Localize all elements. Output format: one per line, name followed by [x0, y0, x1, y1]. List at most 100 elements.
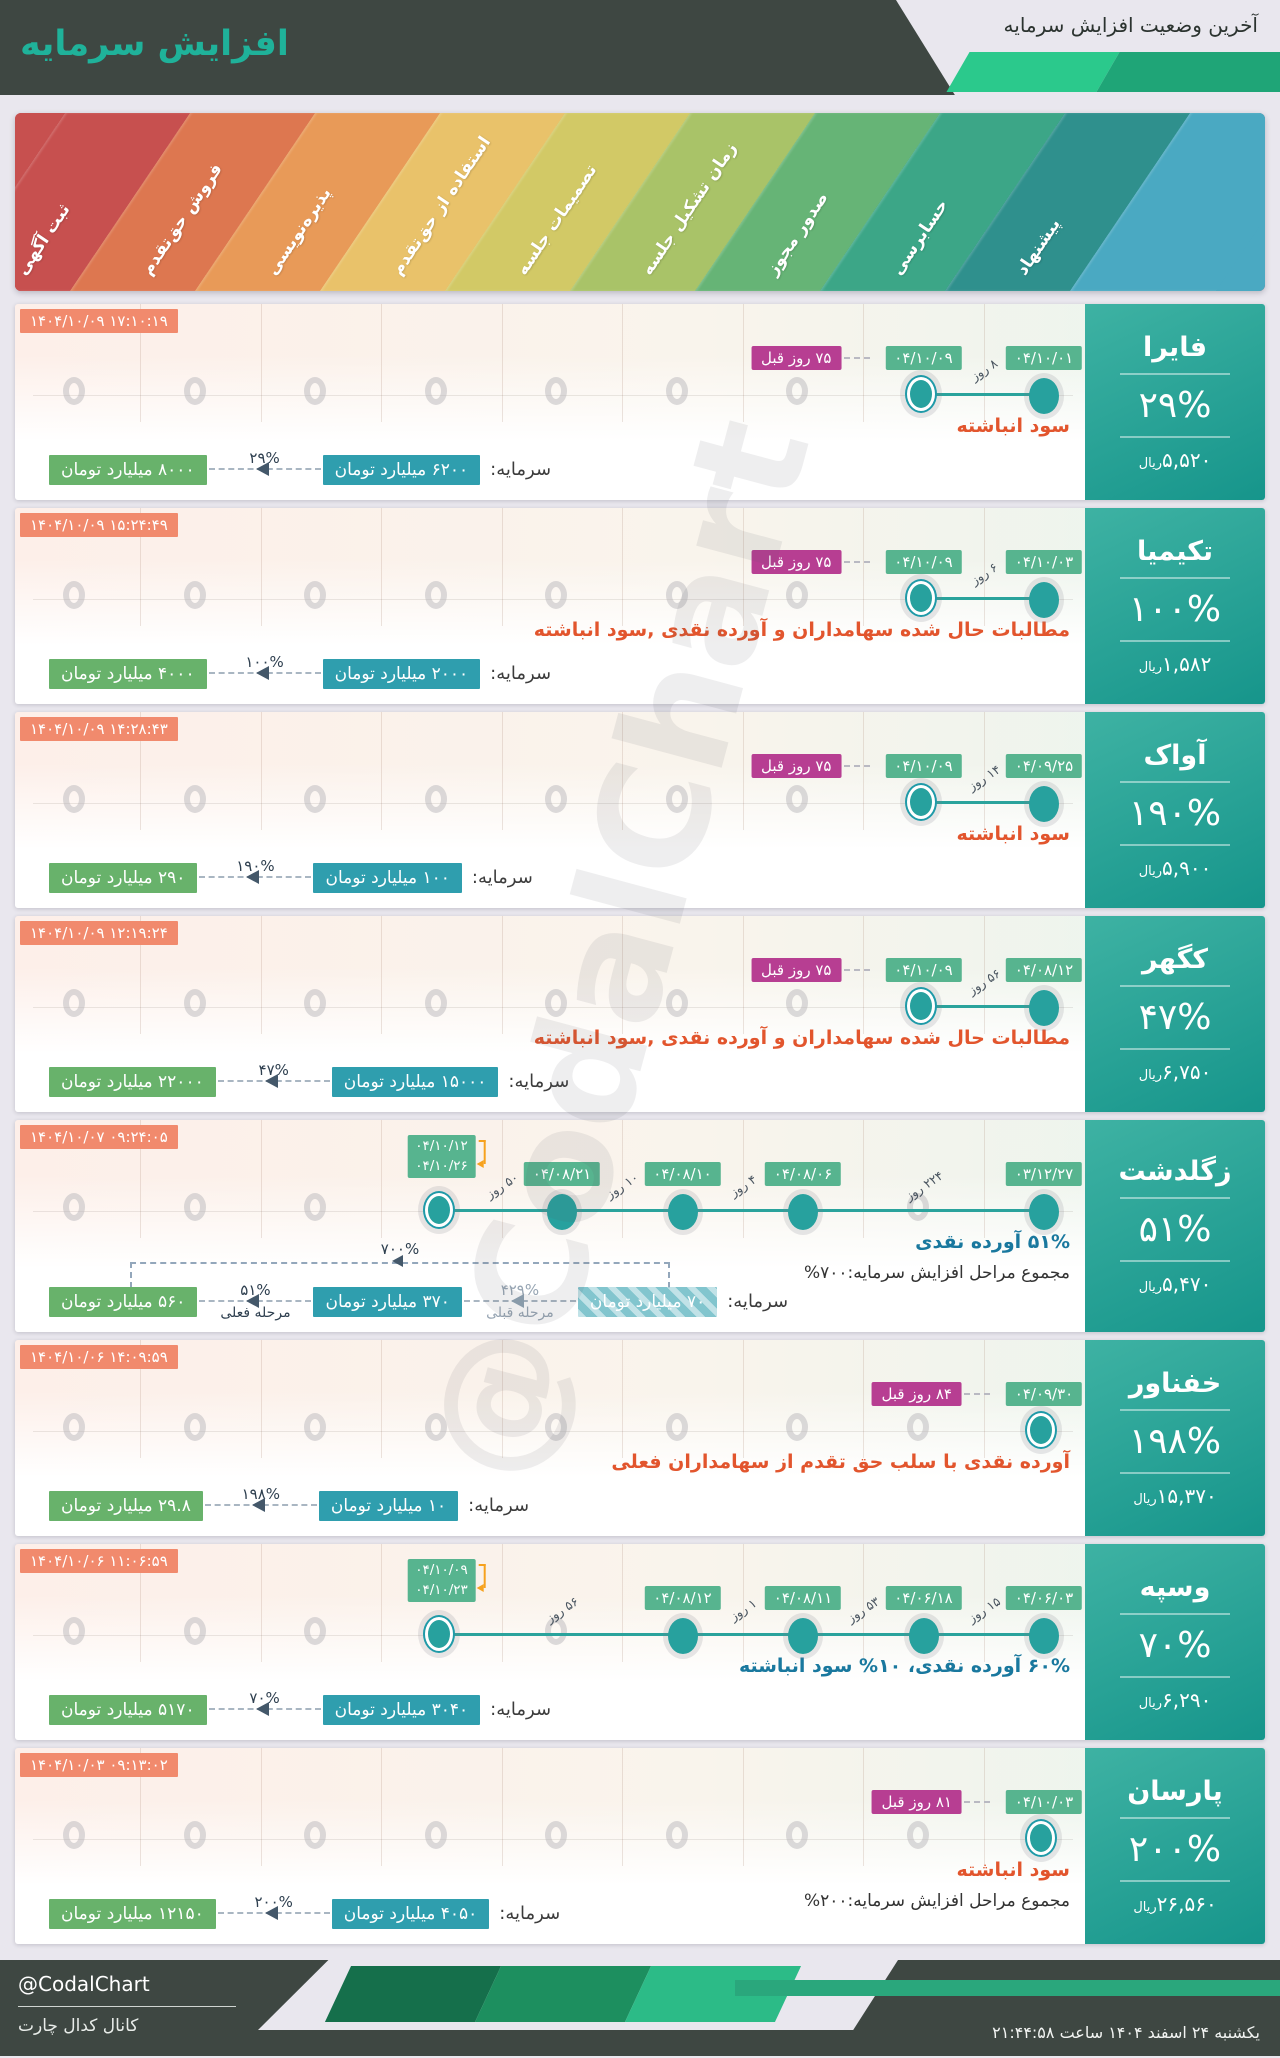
timeline-ghost-dot — [424, 377, 447, 405]
card-divider — [1120, 1817, 1230, 1819]
days-ago-dashed-connector — [843, 765, 870, 767]
timeline-ghost-dot — [63, 785, 85, 813]
capital-line: سرمایه: ۷۰ میلیارد تومان ۴۲۹% مرحله قبلی ۳۷۰… — [49, 1281, 788, 1322]
capital-label: سرمایه: — [468, 1495, 530, 1516]
column-separator-line — [501, 712, 503, 830]
capital-arrow-shaft — [208, 1702, 321, 1716]
capital-percent-label: ۲۰۰% — [254, 1893, 293, 1911]
row-timestamp-badge: ۱۴۰۴/۱۰/۰۹ ۱۷:۱۰:۱۹ — [20, 309, 178, 333]
company-card: تکیمیا ۱۰۰% ۱,۵۸۲ریال — [1085, 508, 1265, 704]
capital-old-badge: ۱۵۰۰۰ میلیارد تومان — [331, 1066, 499, 1097]
event-date-badge: ۰۴/۰۸/۰۶ — [764, 1162, 842, 1186]
event-date-badge: ۰۴/۰۸/۱۱ — [764, 1586, 842, 1610]
price-rial: ۲۶,۵۶۰ریال — [1133, 1892, 1216, 1916]
funding-method-text: ۶۰% آورده نقدی، ۱۰% سود انباشته — [738, 1655, 1070, 1677]
timeline-dot — [667, 1618, 698, 1654]
capital-line: سرمایه: ۶۲۰۰ میلیارد تومان ۲۹% ۸۰۰۰ میلیار… — [49, 449, 551, 490]
event-date-badge: ۰۴/۰۸/۲۱ — [523, 1162, 601, 1186]
green-parallelogram — [1096, 52, 1280, 92]
company-card: خفناور ۱۹۸% ۱۵,۳۷۰ریال — [1085, 1340, 1265, 1536]
timeline-ghost-dot — [183, 1193, 206, 1221]
increase-percent: ۱۰۰% — [1128, 589, 1222, 630]
event-date-badge: ۰۴/۱۰/۱۲ ۰۴/۱۰/۲۶ — [407, 1135, 486, 1179]
timeline-layer: ۵۶ روز ۰۴/۰۸/۱۲ ۰۴/۱۰/۰۹ ۷۵ روز قبل — [15, 916, 1085, 1112]
event-date: ۰۴/۱۰/۲۶ — [415, 1157, 468, 1174]
event-date-badge: ۰۴/۰۶/۱۸ — [885, 1586, 962, 1610]
days-ago-badge: ۸۴ روز قبل — [871, 1382, 962, 1406]
column-separator-line — [983, 712, 985, 830]
capital-base-badge: ۷۰ میلیارد تومان — [578, 1287, 717, 1317]
funding-method-text: سود انباشته — [956, 1859, 1070, 1881]
column-separator-line — [742, 1340, 744, 1458]
column-separator-line — [622, 1340, 624, 1458]
row-timestamp-badge: ۱۴۰۴/۱۰/۰۹ ۱۲:۱۹:۲۴ — [20, 921, 178, 945]
price-number: ۵,۹۰۰ — [1162, 856, 1212, 880]
timeline-current-dot — [424, 1617, 453, 1651]
timeline-dot — [788, 1618, 818, 1654]
company-name: خفناور — [1128, 1368, 1222, 1399]
capital-label: سرمایه: — [471, 867, 533, 888]
event-date-badge: ۰۴/۱۰/۰۳ — [1005, 1790, 1083, 1814]
timeline-ghost-dot — [183, 1821, 206, 1849]
capital-arrow: ۴۲۹% مرحله قبلی — [463, 1281, 576, 1322]
capital-total-percent: ۷۰۰% — [380, 1240, 420, 1258]
capital-old-badge: ۱۰ میلیارد تومان — [318, 1490, 459, 1521]
column-separator-line — [501, 304, 503, 422]
timeline-ghost-dot — [183, 377, 206, 405]
timeline-ghost-dot — [304, 1413, 326, 1441]
timeline-ghost-dot — [183, 1413, 206, 1441]
capital-new-badge: ۴۰۰۰ میلیارد تومان — [49, 658, 207, 689]
gap-days-label: ۵۶ روز — [964, 965, 1003, 998]
card-divider — [1120, 436, 1230, 438]
timeline-ghost-dot — [786, 785, 808, 813]
timeline-ghost-dot — [304, 581, 326, 609]
column-separator-line — [983, 1340, 985, 1458]
capital-label: سرمایه: — [490, 459, 552, 480]
timeline-ghost-dot — [786, 581, 808, 609]
timeline-connector — [923, 801, 1044, 804]
event-date-badge: ۰۴/۱۰/۰۹ ۰۴/۱۰/۲۳ — [407, 1559, 486, 1603]
left-arrowhead-icon — [251, 1498, 265, 1512]
capital-arrow-shaft — [208, 666, 321, 680]
capital-arrow-caption: مرحله قبلی — [486, 1305, 554, 1321]
days-ago-badge: ۷۵ روز قبل — [751, 958, 842, 982]
company-card: آواک ۱۹۰% ۵,۹۰۰ریال — [1085, 712, 1265, 908]
price-rial: ۵,۴۷۰ریال — [1139, 1272, 1212, 1296]
timeline-layer: ۶ روز ۰۴/۱۰/۰۳ ۰۴/۱۰/۰۹ ۷۵ روز قبل — [15, 508, 1085, 704]
card-divider — [1120, 985, 1230, 987]
page-header: افزایش سرمایه آخرین وضعیت افزایش سرمایه — [0, 0, 1280, 95]
column-separator-line — [501, 1544, 503, 1662]
increase-percent: ۱۹۰% — [1128, 793, 1222, 834]
timeline-dot — [1029, 1194, 1059, 1230]
timeline-current-dot — [1027, 1821, 1055, 1855]
column-separator-line — [983, 1748, 985, 1866]
capital-total-bracket — [130, 1255, 670, 1288]
timeline-connector — [682, 1209, 803, 1212]
timeline-ghost-dot — [424, 1413, 447, 1441]
timeline-layer: ۰۴/۰۹/۳۰ ۸۴ روز قبل — [15, 1340, 1085, 1536]
price-number: ۶,۲۹۰ — [1162, 1688, 1212, 1712]
increase-percent: ۱۹۸% — [1128, 1421, 1222, 1462]
timeline-ghost-dot — [304, 377, 326, 405]
stage-band: ثبت آگهی فروش حق‌تقدم پذیره‌نویسی استفاده ا… — [15, 113, 1265, 291]
left-arrowhead-icon — [246, 870, 260, 884]
column-separator-line — [260, 508, 262, 626]
column-separator-line — [863, 1748, 865, 1866]
timeline-layer: ۲۲۴ روز ۴ روز ۱۰ روز ۵۰ روز ۰۳/۱۲/۲۷ ۰۴/۰۸/۰۶… — [15, 1120, 1085, 1332]
timeline-dot — [1029, 582, 1059, 618]
timeline-ghost-dot — [545, 785, 567, 813]
capital-arrow: ۱۹۸% — [204, 1485, 317, 1526]
capital-new-badge: ۵۶۰ میلیارد تومان — [49, 1286, 198, 1317]
header-green-decoration — [940, 52, 1280, 92]
company-card: زگلدشت ۵۱% ۵,۴۷۰ریال — [1085, 1120, 1265, 1332]
timeline-connector — [803, 1209, 1044, 1212]
timeline-ghost-dot — [424, 581, 447, 609]
funding-method-text: سود انباشته — [956, 823, 1070, 845]
column-separator-line — [501, 508, 503, 626]
company-card: کگهر ۴۷% ۶,۷۵۰ریال — [1085, 916, 1265, 1112]
price-number: ۵,۴۷۰ — [1162, 1272, 1212, 1296]
footer-datetime: یکشنبه ۲۴ اسفند ۱۴۰۴ ساعت ۲۱:۴۴:۵۸ — [992, 2023, 1260, 2042]
capital-new-badge: ۲۲۰۰۰ میلیارد تومان — [49, 1066, 216, 1097]
timeline-ghost-dot — [63, 581, 85, 609]
price-number: ۱۵,۳۷۰ — [1156, 1484, 1217, 1508]
